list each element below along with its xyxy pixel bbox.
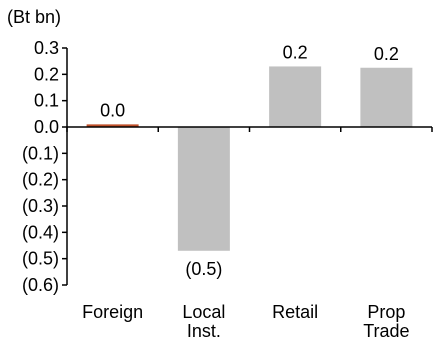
category-label: Retail — [272, 302, 318, 322]
x-axis — [66, 126, 433, 132]
y-tick-label: 0.3 — [34, 38, 59, 58]
data-label: 0.2 — [283, 42, 308, 62]
category-label: Inst. — [187, 321, 221, 341]
category-label: Trade — [363, 321, 409, 341]
category-label: Foreign — [82, 302, 143, 322]
data-label: 0.0 — [100, 100, 125, 120]
y-tick-label: (0.6) — [22, 275, 59, 295]
bar — [269, 66, 322, 127]
y-tick-label: (0.4) — [22, 222, 59, 242]
y-tick-label: (0.1) — [22, 143, 59, 163]
unit-label: (Bt bn) — [7, 7, 61, 27]
data-label: (0.5) — [185, 259, 222, 279]
y-tick-label: (0.5) — [22, 249, 59, 269]
bar — [177, 127, 230, 251]
bars — [86, 66, 413, 251]
category-label: Prop — [367, 302, 405, 322]
y-tick-label: 0.2 — [34, 64, 59, 84]
y-tick-label: (0.2) — [22, 170, 59, 190]
y-tick-label: 0.0 — [34, 117, 59, 137]
data-label: 0.2 — [374, 44, 399, 64]
category-label: Local — [182, 302, 225, 322]
y-tick-label: (0.3) — [22, 196, 59, 216]
y-axis: 0.3 0.2 0.1 0.0 (0.1) (0.2) (0.3) (0.4) (0.5) (0.… — [22, 38, 68, 295]
bar — [86, 124, 139, 127]
data-labels: 0.0 (0.5) 0.2 0.2 — [100, 42, 399, 278]
y-tick-label: 0.1 — [34, 91, 59, 111]
bar — [360, 67, 413, 127]
